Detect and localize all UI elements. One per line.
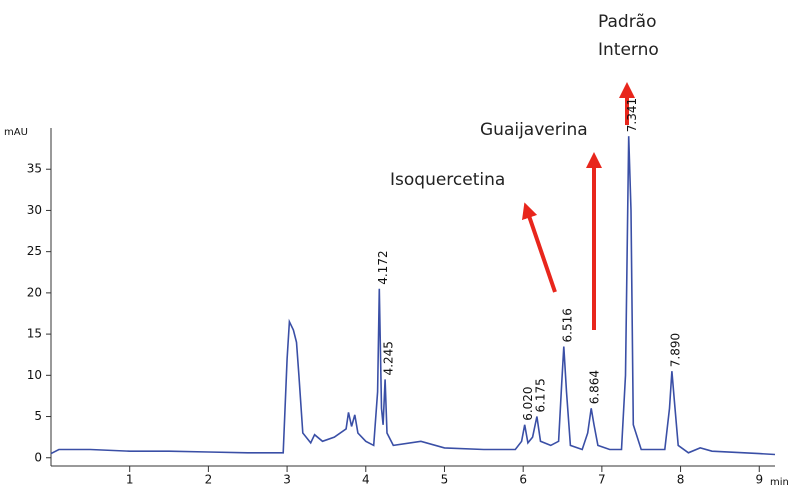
x-tick-label: 2: [205, 473, 213, 487]
y-tick-label: 20: [27, 285, 42, 299]
peak-label: 6.864: [588, 370, 602, 404]
peak-label: 4.172: [376, 250, 390, 284]
x-tick-label: 1: [126, 473, 134, 487]
annotation: Padrão: [598, 12, 657, 32]
y-tick-label: 35: [27, 162, 42, 176]
peak-label: 6.175: [533, 378, 547, 412]
x-tick-label: 6: [519, 473, 527, 487]
x-tick-label: 9: [755, 473, 763, 487]
peak-label: 4.245: [382, 341, 396, 375]
y-tick-label: 30: [27, 203, 42, 217]
x-tick-label: 5: [441, 473, 449, 487]
peak-label: 6.516: [560, 308, 574, 342]
peak-label: 7.341: [625, 98, 639, 132]
x-tick-label: 4: [362, 473, 370, 487]
y-axis-label: mAU: [4, 127, 28, 138]
annotation: Guaijaverina: [480, 120, 588, 140]
arrow: [522, 202, 557, 293]
y-tick-label: 5: [34, 409, 42, 423]
y-tick-label: 0: [34, 450, 42, 464]
peak-label: 6.020: [521, 386, 535, 420]
x-tick-label: 8: [677, 473, 685, 487]
annotation: Isoquercetina: [390, 170, 505, 190]
peak-label: 7.890: [668, 333, 682, 367]
y-tick-label: 10: [27, 368, 42, 382]
x-tick-label: 3: [283, 473, 291, 487]
y-tick-label: 15: [27, 327, 42, 341]
x-axis-label: min: [770, 477, 789, 488]
y-tick-label: 25: [27, 244, 42, 258]
x-tick-label: 7: [598, 473, 606, 487]
trace: [50, 136, 776, 456]
annotation: Interno: [598, 40, 659, 60]
